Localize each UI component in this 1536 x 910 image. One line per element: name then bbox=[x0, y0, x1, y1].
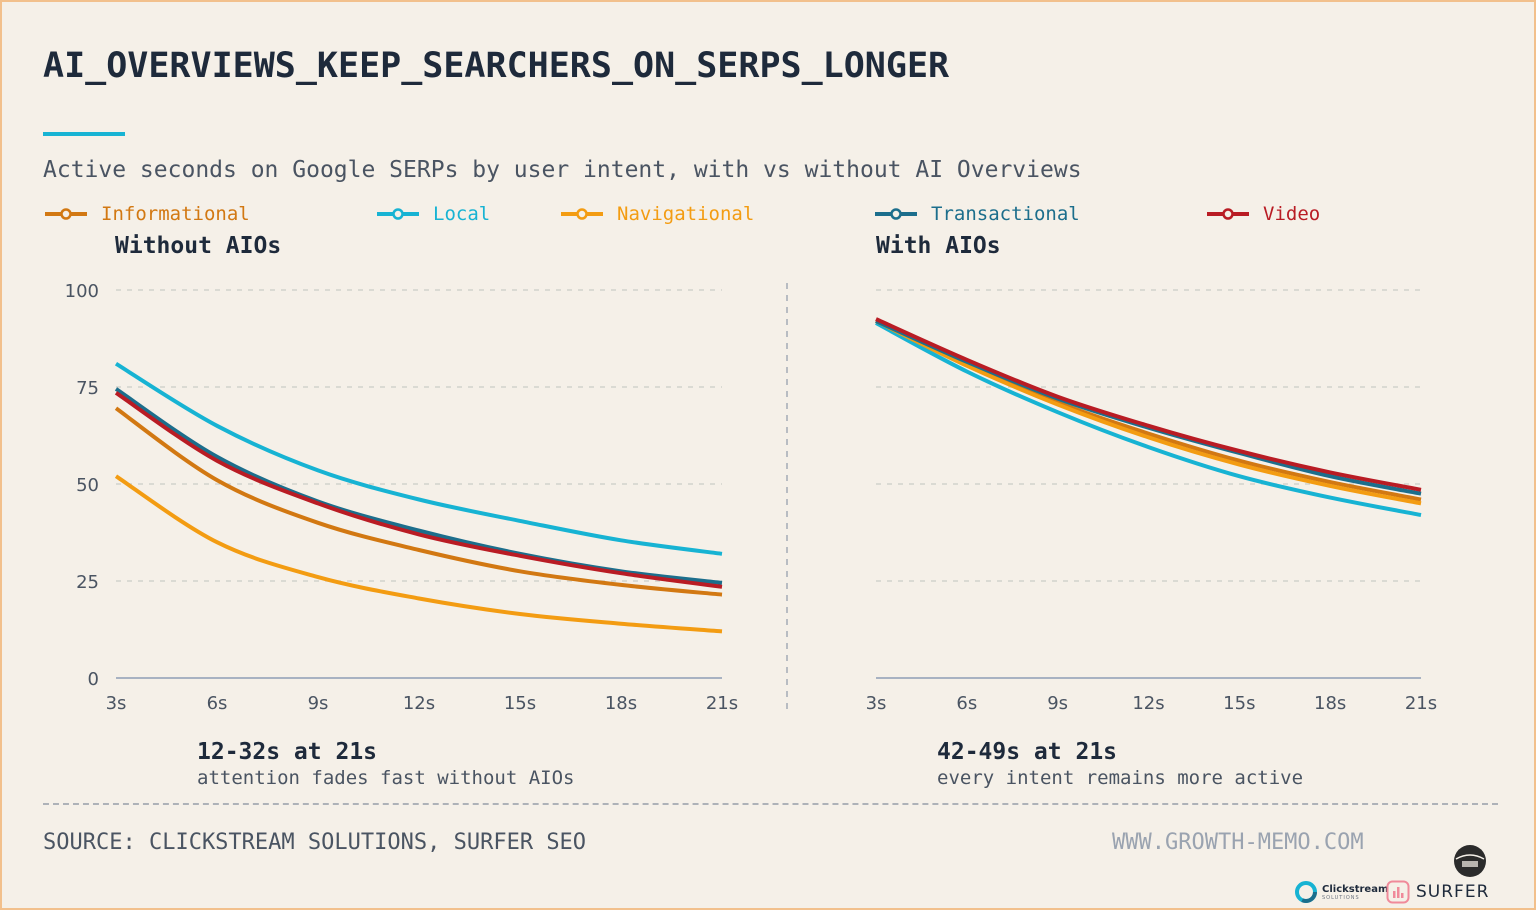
x-tick-label: 3s bbox=[866, 693, 887, 714]
x-tick-label: 3s bbox=[106, 693, 127, 714]
legend-label-video: Video bbox=[1263, 203, 1321, 225]
clickstream-logo: Clickstream SOLUTIONS bbox=[1294, 880, 1388, 904]
legend-swatch-marker bbox=[60, 208, 72, 220]
surfer-bars-icon bbox=[1386, 880, 1410, 904]
legend-label-transactional: Transactional bbox=[931, 203, 1080, 225]
series-line-without-local bbox=[114, 361, 723, 556]
surfer-logo: SURFER bbox=[1386, 880, 1489, 904]
series-line-without-navigational bbox=[114, 474, 723, 634]
series-line-without-video bbox=[114, 391, 723, 589]
panel-title-without-aios: Without AIOs bbox=[115, 233, 282, 259]
x-tick-label: 9s bbox=[1047, 693, 1068, 714]
legend-swatch-navigational bbox=[561, 208, 603, 220]
x-tick-label: 9s bbox=[308, 693, 329, 714]
legend-label-informational: Informational bbox=[101, 203, 250, 225]
legend-swatch-marker bbox=[392, 208, 404, 220]
note-right-caption: every intent remains more active bbox=[937, 767, 1304, 789]
title-accent-bar bbox=[43, 132, 125, 136]
clickstream-ring-icon bbox=[1295, 881, 1317, 903]
legend-item-local: Local bbox=[375, 202, 490, 226]
series-line-with-transactional bbox=[875, 319, 1422, 496]
legend-swatch-marker bbox=[576, 208, 588, 220]
y-tick-label: 25 bbox=[76, 572, 99, 593]
panel-title-with-aios: With AIOs bbox=[876, 233, 1001, 259]
x-tick-label: 21s bbox=[706, 693, 738, 714]
legend-swatch-informational bbox=[45, 208, 87, 220]
note-left-headline: 12-32s at 21s bbox=[197, 739, 378, 765]
y-tick-label: 50 bbox=[76, 475, 99, 496]
x-tick-label: 15s bbox=[1223, 693, 1255, 714]
x-tick-label: 6s bbox=[956, 693, 977, 714]
surfer-icon-bar bbox=[1397, 887, 1400, 898]
clickstream-ring-arc bbox=[1295, 881, 1317, 903]
surfer-icon-bar bbox=[1401, 893, 1404, 898]
note-left-caption: attention fades fast without AIOs bbox=[197, 767, 575, 789]
footer-divider bbox=[43, 803, 1498, 805]
series-line-without-informational bbox=[114, 406, 723, 597]
x-tick-label: 12s bbox=[403, 693, 435, 714]
x-tick-label: 6s bbox=[207, 693, 228, 714]
surfer-icon-frame bbox=[1386, 880, 1410, 904]
surfer-icon-bar bbox=[1393, 891, 1396, 898]
note-right-headline: 42-49s at 21s bbox=[937, 739, 1118, 765]
legend-swatch-local bbox=[377, 208, 419, 220]
legend-item-video: Video bbox=[1205, 202, 1320, 226]
y-tick-label: 75 bbox=[76, 378, 99, 399]
badge-arc bbox=[1455, 854, 1485, 860]
legend-item-informational: Informational bbox=[43, 202, 250, 226]
site-url: WWW.GROWTH-MEMO.COM bbox=[1112, 830, 1364, 855]
surfer-name: SURFER bbox=[1416, 882, 1490, 902]
legend-item-transactional: Transactional bbox=[873, 202, 1080, 226]
growth-memo-badge-icon bbox=[1454, 845, 1486, 877]
legend-swatch-marker bbox=[890, 208, 902, 220]
legend-label-navigational: Navigational bbox=[617, 203, 755, 225]
clickstream-wordmark: Clickstream SOLUTIONS bbox=[1322, 884, 1388, 901]
x-tick-label: 18s bbox=[605, 693, 637, 714]
y-tick-label: 100 bbox=[65, 281, 99, 302]
legend-swatch-marker bbox=[1222, 208, 1234, 220]
legend-item-navigational: Navigational bbox=[559, 202, 754, 226]
source-credit: SOURCE: CLICKSTREAM SOLUTIONS, SURFER SE… bbox=[43, 830, 587, 855]
x-tick-label: 21s bbox=[1405, 693, 1437, 714]
page-subtitle: Active seconds on Google SERPs by user i… bbox=[43, 157, 1082, 183]
series-line-with-navigational bbox=[875, 319, 1422, 506]
series-line-with-local bbox=[875, 321, 1422, 517]
legend-label-local: Local bbox=[433, 203, 491, 225]
chart-legend: Informational Local Navigational Transac… bbox=[0, 202, 1536, 226]
badge-ribbon bbox=[1462, 861, 1478, 867]
legend-swatch-video bbox=[1207, 208, 1249, 220]
legend-swatch-transactional bbox=[875, 208, 917, 220]
x-tick-label: 15s bbox=[504, 693, 536, 714]
x-tick-label: 12s bbox=[1132, 693, 1164, 714]
clickstream-name: Clickstream bbox=[1322, 883, 1389, 895]
clickstream-sub: SOLUTIONS bbox=[1322, 894, 1360, 901]
page-title: AI_OVERVIEWS_KEEP_SEARCHERS_ON_SERPS_LON… bbox=[43, 46, 950, 86]
series-line-with-video bbox=[875, 317, 1422, 492]
x-tick-label: 18s bbox=[1314, 693, 1346, 714]
y-tick-label: 0 bbox=[88, 669, 99, 690]
